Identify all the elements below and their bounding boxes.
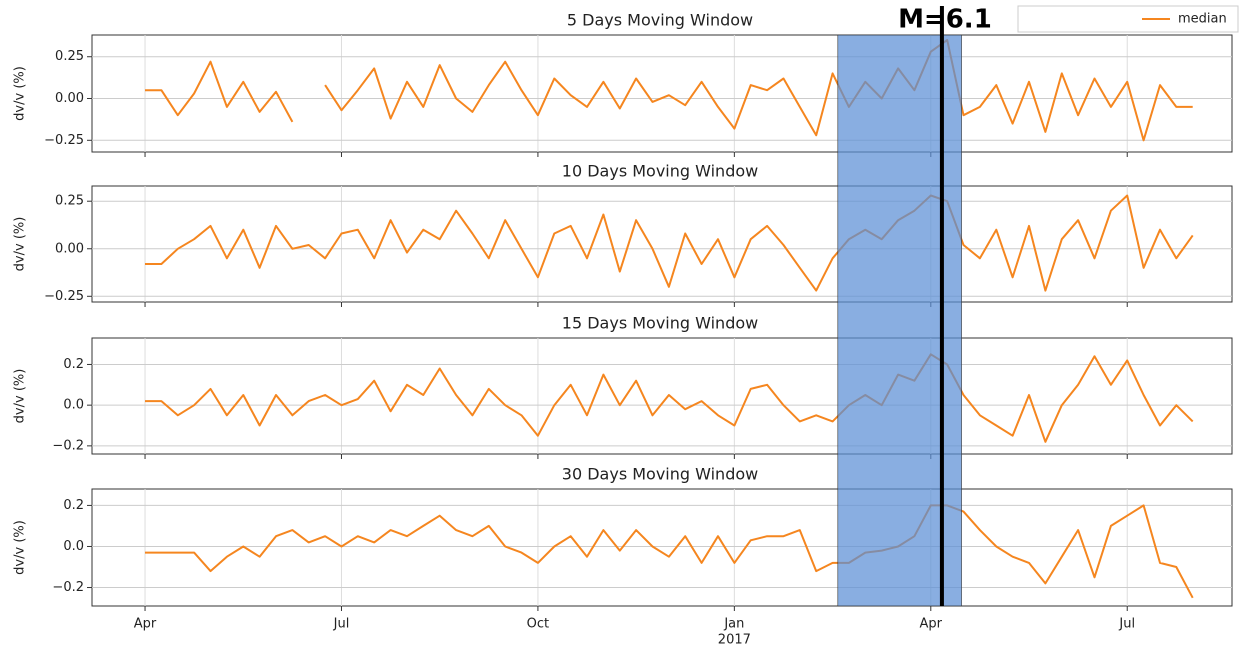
y-tick-label: 0.0 [63,539,84,554]
y-tick-label: 0.00 [55,241,84,256]
legend: median [1017,5,1239,33]
x-tick-label: Oct [527,617,549,632]
legend-box [1017,5,1239,33]
plot-frame [91,34,1233,153]
y-tick-label: 0.00 [55,91,84,106]
y-tick-label: −0.25 [44,133,84,148]
chart-title: 5 Days Moving Window [567,11,753,30]
x-tick-label: Jul [333,617,350,632]
y-axis-label: dv/v (%) [13,520,28,575]
chart-title: 30 Days Moving Window [562,465,758,484]
plot-frame [91,488,1233,607]
y-tick-label: 0.25 [55,49,84,64]
data-line [145,353,1194,443]
y-tick-label: −0.2 [52,438,84,453]
x-tick-label: Apr [920,617,943,632]
plot-frame [91,337,1233,455]
legend-label: median [1178,12,1227,27]
plot-frame [91,185,1233,303]
data-line [145,504,1194,599]
y-tick-label: 0.2 [63,498,84,513]
y-tick-label: −0.25 [44,289,84,304]
x-tick-label: Jan [723,617,744,632]
data-line [145,39,1193,142]
chart-title: 10 Days Moving Window [562,162,758,181]
x-tick-label: Apr [134,617,157,632]
y-tick-label: 0.0 [63,398,84,413]
y-tick-label: 0.2 [63,357,84,372]
y-axis-label: dv/v (%) [13,66,28,121]
y-tick-label: 0.25 [55,194,84,209]
x-year-label: 2017 [718,633,751,648]
chart-title: 15 Days Moving Window [562,314,758,333]
event-label: M=6.1 [898,5,992,35]
y-axis-label: dv/v (%) [13,369,28,424]
y-tick-label: −0.2 [52,580,84,595]
y-axis-label: dv/v (%) [13,217,28,272]
x-tick-label: Jul [1118,617,1135,632]
data-line [145,194,1194,292]
